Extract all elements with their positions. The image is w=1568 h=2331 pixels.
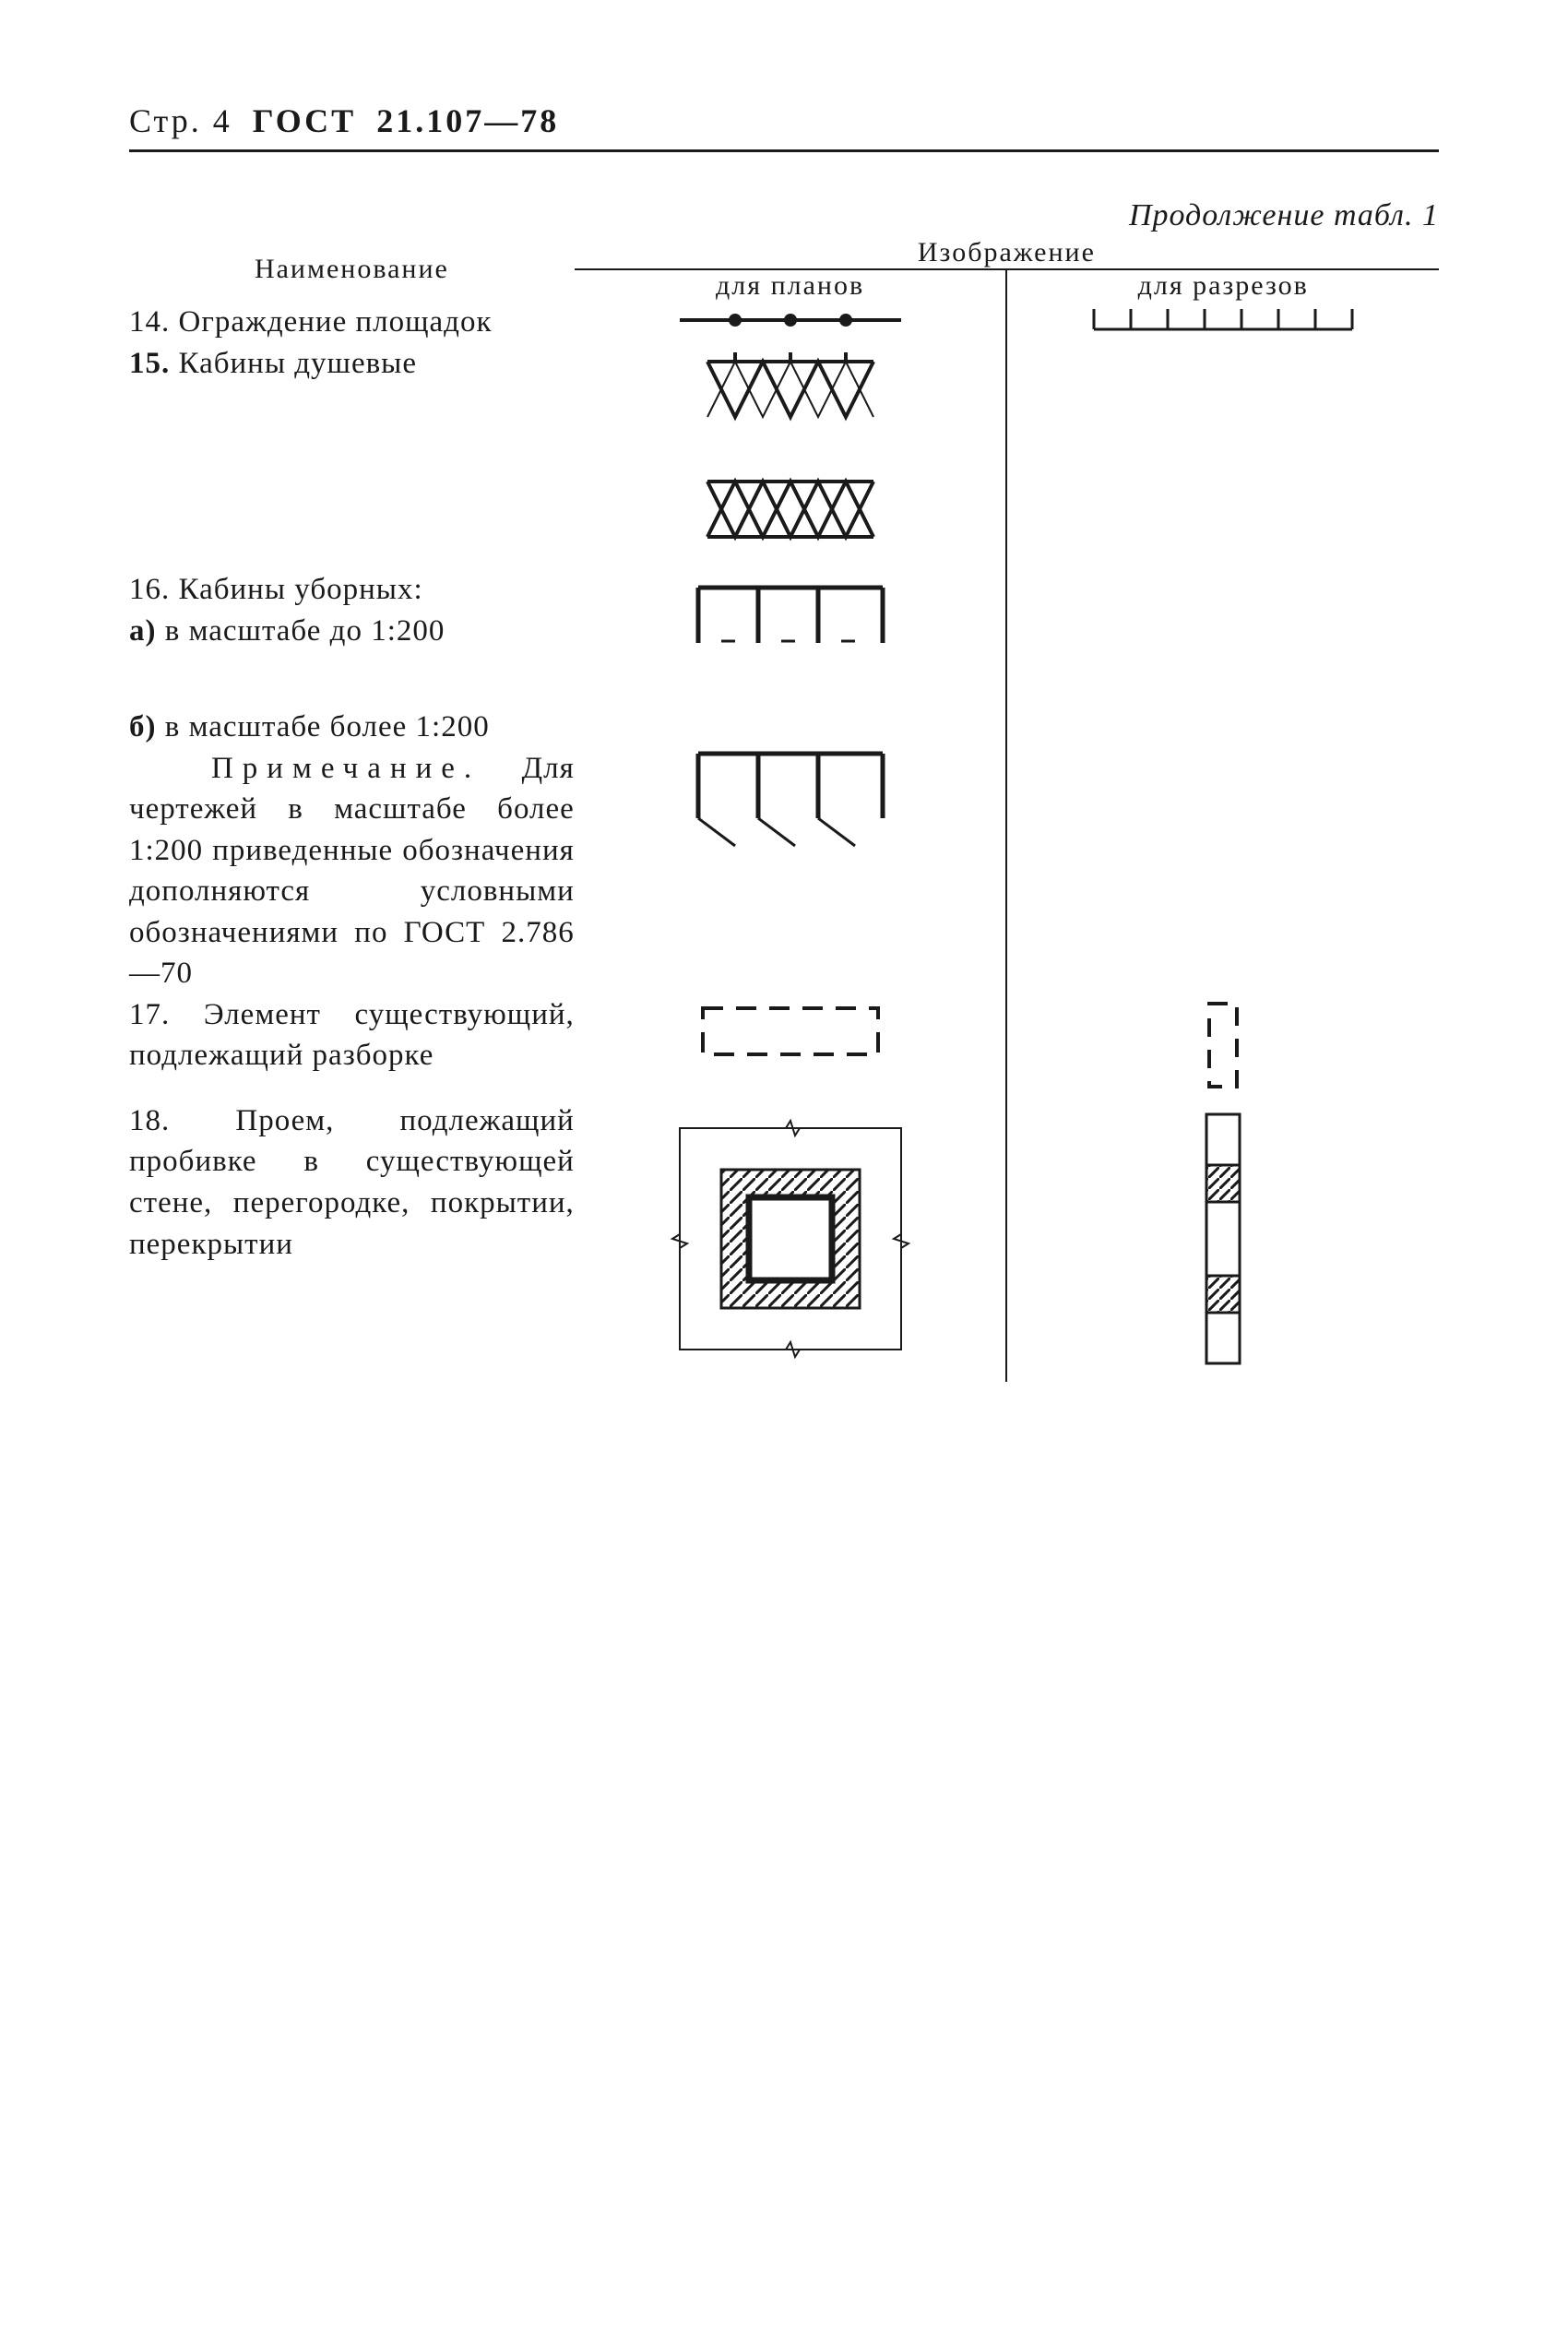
opening-plan-icon (652, 1100, 929, 1377)
row-17-name: 17. Элемент существующий, подлежащий раз… (129, 994, 575, 1100)
fence-section-icon (1085, 302, 1361, 339)
fence-plan-icon (671, 302, 910, 339)
row-14-name: 14. Ограждение площадок (129, 302, 575, 343)
row-15-section (1006, 343, 1439, 569)
row-17-section (1006, 994, 1439, 1100)
opening-section-icon (1186, 1100, 1260, 1377)
row-15-name: 15. Кабины душевые (129, 343, 575, 569)
row-17-plan (575, 994, 1007, 1100)
row-16-plan (575, 569, 1007, 994)
table-continuation-caption: Продолжение табл. 1 (129, 198, 1439, 233)
row-15-plan (575, 343, 1007, 569)
row-18-name: 18. Проем, подлежащий пробивке в существ… (129, 1100, 575, 1382)
row-14-section (1006, 302, 1439, 343)
table-row: 16. Кабины уборных:а) в масштабе до 1:20… (129, 569, 1439, 994)
col-header-plans: для планов (575, 269, 1007, 302)
table-header-row-1: Наименование Изображение (129, 237, 1439, 269)
toilet-plan-icon (680, 569, 901, 864)
table-row: 15. Кабины душевые (129, 343, 1439, 569)
demolish-plan-icon (684, 994, 897, 1068)
row-16-name: 16. Кабины уборных:а) в масштабе до 1:20… (129, 569, 575, 994)
running-header: Стр. 4 ГОСТ 21.107—78 (129, 101, 1439, 152)
demolish-section-icon (1195, 994, 1251, 1096)
standard-code: 21.107—78 (376, 102, 559, 139)
col-header-name: Наименование (129, 237, 575, 302)
col-header-sections: для разрезов (1006, 269, 1439, 302)
page-label: Стр. (129, 102, 202, 139)
standard-name: ГОСТ (253, 102, 356, 139)
table-row: 18. Проем, подлежащий пробивке в существ… (129, 1100, 1439, 1382)
symbols-table: Наименование Изображение для планов для … (129, 237, 1439, 1382)
row-16-section (1006, 569, 1439, 994)
table-row: 14. Ограждение площадок (129, 302, 1439, 343)
table-row: 17. Элемент существующий, подлежащий раз… (129, 994, 1439, 1100)
row-14-plan (575, 302, 1007, 343)
page-number: 4 (213, 102, 232, 139)
row-18-plan (575, 1100, 1007, 1382)
shower-plan-icon (689, 343, 892, 565)
page: Стр. 4 ГОСТ 21.107—78 Продолжение табл. … (0, 0, 1568, 2331)
row-18-section (1006, 1100, 1439, 1382)
col-header-image-group: Изображение (575, 237, 1439, 269)
